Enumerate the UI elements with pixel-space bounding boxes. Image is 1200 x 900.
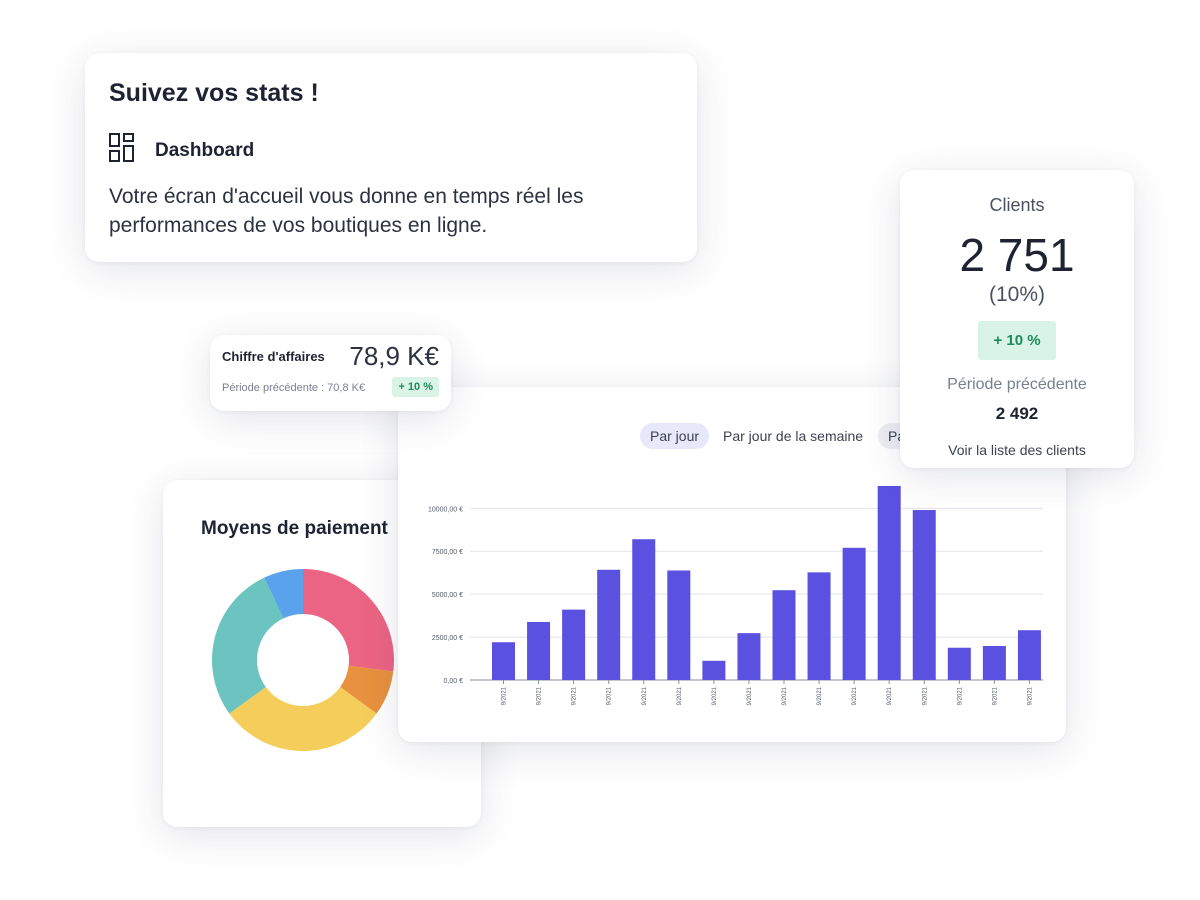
bar (877, 486, 901, 680)
bar (492, 642, 515, 680)
x-tick-label: 9/2021 (537, 686, 543, 705)
y-tick-label: 7500,00 € (432, 549, 463, 556)
x-tick-label: 9/2021 (852, 686, 858, 705)
bar (667, 570, 691, 680)
tab-per-day[interactable]: Par jour (640, 423, 710, 449)
x-tick-label: 9/2021 (677, 686, 683, 705)
x-tick-label: 9/2021 (607, 686, 613, 705)
donut-slice-3 (211, 577, 284, 714)
donut-slice-2 (229, 687, 377, 751)
sales-bar-chart: 0,00 € 2500,00 € 5000,00 € 7500,00 € 10000,0… (428, 486, 1043, 705)
bar (842, 547, 866, 680)
y-tick-label: 0,00 € (444, 678, 464, 685)
intro-title: Suivez vos stats ! (109, 79, 319, 107)
dashboard-row[interactable]: Dashboard (109, 133, 254, 168)
x-tick-label: 9/2021 (502, 686, 508, 705)
x-tick-label: 9/2021 (747, 686, 753, 705)
revenue-label: Chiffre d'affaires (222, 349, 325, 364)
y-tick-label: 10000,00 € (428, 506, 463, 513)
clients-previous-value: 2 492 (995, 404, 1039, 423)
bar (982, 646, 1006, 680)
revenue-card: Chiffre d'affaires 78,9 K€ Période précé… (210, 335, 451, 411)
bar (737, 633, 761, 680)
x-tick-label: 9/2021 (957, 686, 963, 705)
x-tick-label: 9/2021 (712, 686, 718, 705)
donut-slice-4 (264, 569, 303, 619)
bar (632, 539, 656, 680)
payment-donut-chart (211, 569, 394, 751)
x-tick-label: 9/2021 (922, 686, 928, 705)
x-tick-label: 9/2021 (887, 686, 893, 705)
x-tick-label: 9/2021 (1027, 686, 1033, 705)
payment-methods-title: Moyens de paiement (201, 518, 388, 539)
x-tick-label: 9/2021 (992, 686, 998, 705)
dashboard-label: Dashboard (155, 139, 255, 161)
clients-card: Clients 2 751 (10%) + 10 % Période précé… (900, 170, 1134, 468)
bar (527, 621, 551, 680)
revenue-previous: Période précédente : 70,8 K€ (222, 382, 366, 394)
x-tick-label: 9/2021 (572, 686, 578, 705)
bar (1017, 630, 1041, 680)
revenue-value: 78,9 K€ (349, 341, 439, 371)
clients-list-link[interactable]: Voir la liste des clients (948, 442, 1086, 458)
donut-slice-0 (303, 569, 394, 672)
bar (562, 609, 586, 680)
x-tick-label: 9/2021 (817, 686, 823, 705)
bar (807, 572, 831, 680)
clients-badge: + 10 % (978, 321, 1056, 360)
clients-percent: (10%) (988, 283, 1046, 306)
dashboard-icon (109, 133, 135, 168)
clients-previous-label: Période précédente (947, 376, 1087, 393)
tab-per-weekday[interactable]: Par jour de la semaine (723, 428, 864, 444)
x-tick-label: 9/2021 (642, 686, 648, 705)
donut-slice-1 (340, 665, 394, 714)
intro-description: Votre écran d'accueil vous donne en temp… (109, 185, 584, 237)
intro-card: Suivez vos stats ! Dashboard Votre écran… (85, 53, 697, 262)
clients-label: Clients (989, 195, 1045, 215)
y-tick-label: 2500,00 € (432, 635, 463, 642)
y-tick-label: 5000,00 € (432, 592, 463, 599)
revenue-badge: + 10 % (392, 377, 439, 397)
x-tick-label: 9/2021 (782, 686, 788, 705)
bar (947, 647, 971, 680)
bar (597, 569, 621, 680)
clients-value: 2 751 (959, 229, 1075, 281)
bar (702, 660, 726, 680)
bar (772, 590, 796, 680)
bar (912, 510, 936, 680)
